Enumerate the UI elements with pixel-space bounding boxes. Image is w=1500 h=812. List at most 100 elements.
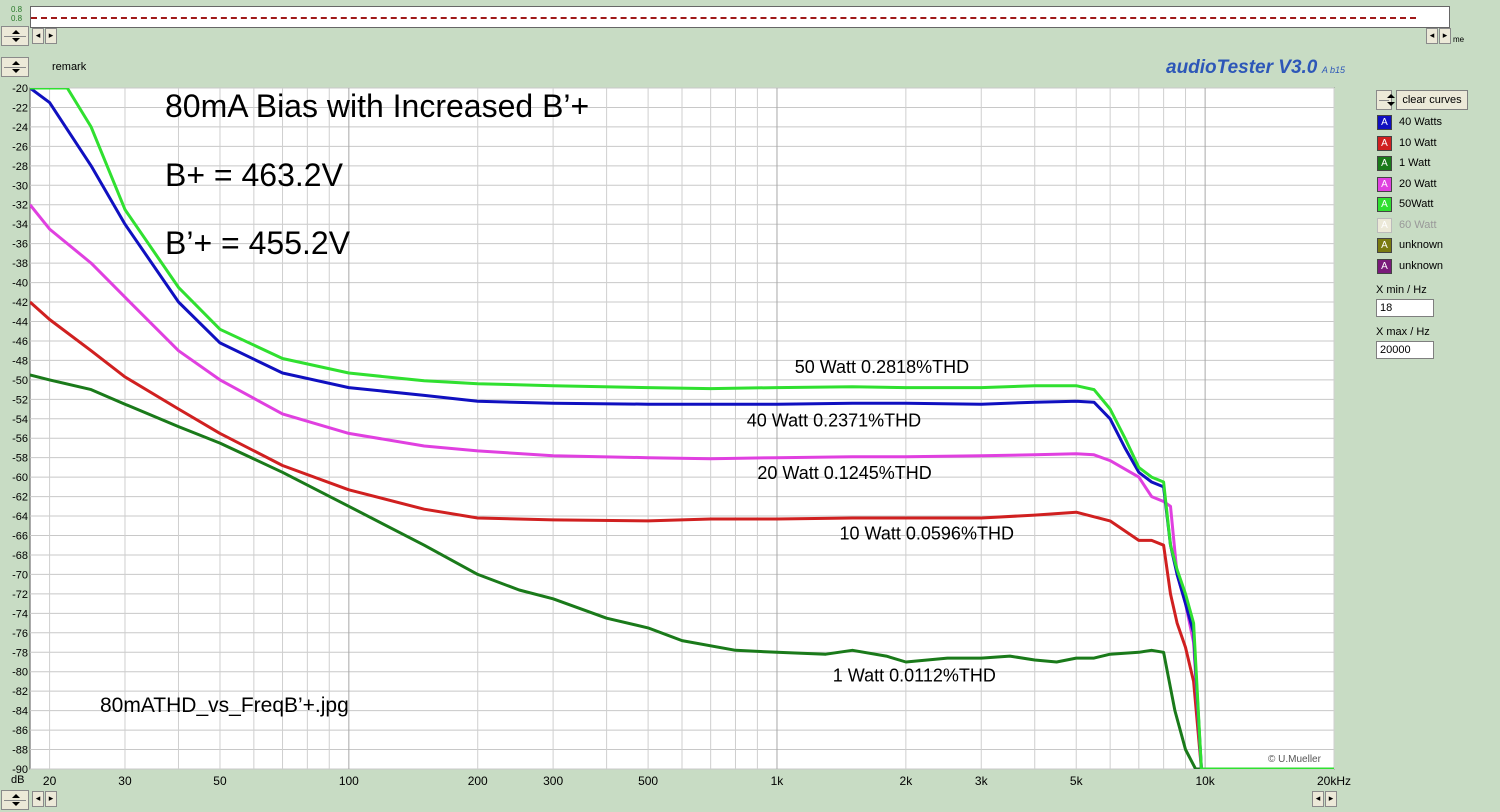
top-stray-label: me	[1453, 35, 1465, 44]
legend-item[interactable]: A 50Watt	[1377, 196, 1467, 216]
x-tick-label: 2k	[900, 774, 914, 788]
y-tick-label: -36	[12, 239, 28, 251]
curve-annotation: 40 Watt 0.2371%THD	[747, 411, 921, 431]
y-tick-label: -76	[12, 628, 28, 640]
xmax-label: X max / Hz	[1376, 326, 1430, 338]
app-build-text: A b15	[1321, 65, 1345, 75]
legend-swatch[interactable]: A	[1377, 217, 1392, 233]
legend-item[interactable]: A 60 Watt	[1377, 217, 1467, 237]
y-tick-label: -48	[12, 355, 28, 367]
y-axis-tick-labels: -20 -22 -24 -26 -28 -30 -32 -34 -36 -38 -40 -42 -44 -…	[12, 83, 28, 776]
y-tick-label: -70	[12, 569, 28, 581]
y-tick-label: -32	[12, 200, 28, 212]
x-tick-label: 3k	[975, 774, 989, 788]
curve-annotations: 50 Watt 0.2818%THD 40 Watt 0.2371%THD 20 W…	[747, 357, 1014, 685]
xmin-field[interactable]: 18	[1376, 299, 1434, 317]
y-tick-label: -74	[12, 608, 28, 620]
y-tick-label: -38	[12, 258, 28, 270]
curve-annotation: 1 Watt 0.0112%THD	[833, 665, 996, 685]
remark-spin-button[interactable]	[1, 57, 29, 77]
top-tick-1: 0.8	[11, 5, 23, 14]
y-tick-label: -84	[12, 706, 28, 718]
top-scroll-left-button-2[interactable]: ◂	[1426, 28, 1438, 44]
legend-label: 20 Watt	[1399, 177, 1437, 190]
top-scroll-right-button-2[interactable]: ▸	[1439, 28, 1451, 44]
y-tick-label: -26	[12, 141, 28, 153]
legend-label: 50Watt	[1399, 198, 1434, 210]
legend-swatch[interactable]: A	[1377, 238, 1392, 253]
top-scroll-left-button[interactable]: ◂	[32, 28, 44, 44]
x-tick-label: 5k	[1070, 774, 1084, 788]
x-tick-label: 200	[468, 774, 488, 788]
series-line	[30, 88, 1334, 769]
legend-item[interactable]: A 1 Watt	[1377, 155, 1467, 175]
x-tick-label: 30	[118, 774, 132, 788]
y-tick-label: -20	[12, 83, 28, 95]
curves	[30, 88, 1334, 769]
x-tick-label: 300	[543, 774, 563, 788]
x-tick-label: 1k	[771, 774, 785, 788]
curve-annotation: 10 Watt 0.0596%THD	[840, 523, 1014, 543]
y-tick-label: -34	[12, 219, 28, 231]
curve-annotation: 20 Watt 0.1245%THD	[757, 463, 931, 483]
y-tick-label: -80	[12, 667, 28, 679]
y-tick-label: -90	[12, 764, 28, 776]
bottom-scroll-right-button[interactable]: ▸	[45, 791, 57, 807]
legend-item[interactable]: A 40 Watts	[1377, 114, 1467, 134]
clear-curves-button[interactable]: clear curves	[1396, 90, 1468, 110]
y-tick-label: -88	[12, 745, 28, 757]
legend-swatch[interactable]: A	[1377, 258, 1392, 274]
app-title-text: audioTester V3.0	[1166, 57, 1318, 78]
y-tick-label: -58	[12, 453, 28, 465]
chart-title: 80mA Bias with Increased B’+	[165, 88, 589, 124]
y-tick-label: -42	[12, 297, 28, 309]
y-tick-label: -62	[12, 492, 28, 504]
y-tick-label: -44	[12, 316, 28, 328]
y-tick-label: -52	[12, 394, 28, 406]
y-tick-label: -46	[12, 336, 28, 348]
legend-swatch[interactable]: A	[1377, 135, 1392, 151]
xmax-field[interactable]: 20000	[1376, 341, 1434, 359]
file-label: 80mATHD_vs_FreqB’+.jpg	[100, 694, 349, 717]
y-tick-label: -66	[12, 531, 28, 543]
chart-subtitle-2: B’+ = 455.2V	[165, 225, 351, 261]
y-tick-label: -86	[12, 725, 28, 737]
legend-label: 60 Watt	[1399, 218, 1437, 231]
bottom-scroll-left-button-2[interactable]: ◂	[1312, 791, 1324, 807]
y-tick-label: -64	[12, 511, 28, 523]
legend-swatch[interactable]: A	[1377, 156, 1392, 171]
top-tick-2: 0.8	[11, 14, 23, 23]
x-tick-label: 100	[339, 774, 359, 788]
bottom-spin-button[interactable]	[1, 790, 29, 810]
legend-swatch[interactable]: A	[1377, 176, 1392, 192]
legend-spin-button[interactable]	[1376, 90, 1395, 110]
curve-annotation: 50 Watt 0.2818%THD	[795, 357, 969, 377]
chart-subtitle-1: B+ = 463.2V	[165, 157, 344, 193]
legend-swatch[interactable]: A	[1377, 197, 1392, 212]
top-overview-panel	[30, 6, 1450, 28]
legend-item[interactable]: A 20 Watt	[1377, 176, 1467, 196]
bottom-scroll-left-button[interactable]: ◂	[32, 791, 44, 807]
legend-label: unknown	[1399, 239, 1444, 251]
x-tick-label: 20	[43, 774, 57, 788]
y-tick-label: -22	[12, 102, 28, 114]
app-title: audioTester V3.0 A b15	[1166, 57, 1345, 79]
bottom-scroll-right-button-2[interactable]: ▸	[1325, 791, 1337, 807]
x-tick-label: 20kHz	[1317, 774, 1351, 788]
top-overview-trace	[31, 17, 1416, 19]
y-tick-label: -50	[12, 375, 28, 387]
y-tick-label: -54	[12, 414, 28, 426]
y-tick-label: -78	[12, 647, 28, 659]
top-scroll-right-button[interactable]: ▸	[45, 28, 57, 44]
x-tick-label: 50	[213, 774, 227, 788]
y-tick-label: -60	[12, 472, 28, 484]
legend-item[interactable]: A 10 Watt	[1377, 135, 1467, 155]
legend-label: unknown	[1399, 259, 1444, 272]
y-axis-unit: dB	[11, 774, 24, 786]
y-tick-label: -72	[12, 589, 28, 601]
top-spin-button[interactable]	[1, 26, 29, 46]
legend-swatch[interactable]: A	[1377, 115, 1392, 130]
